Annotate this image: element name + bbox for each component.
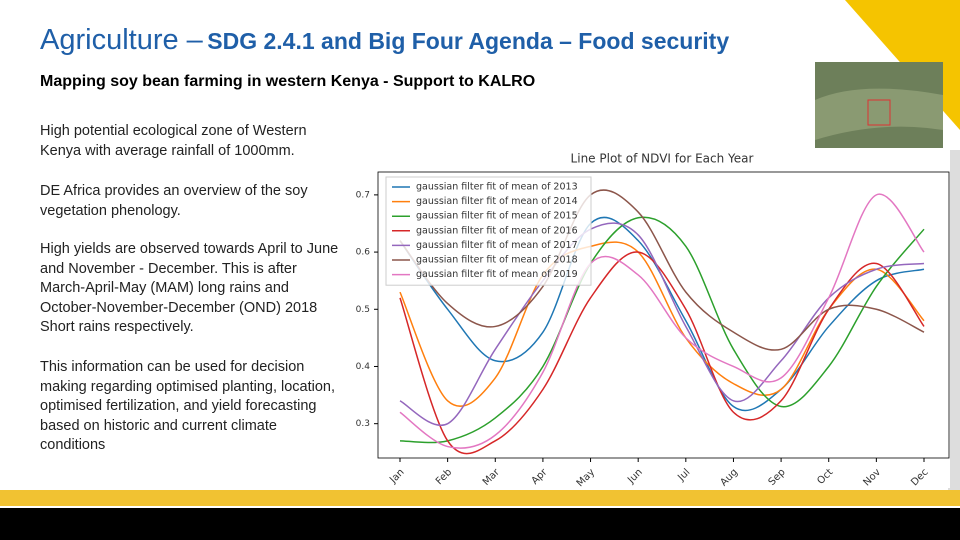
legend-label: gaussian filter fit of mean of 2014 <box>416 196 578 207</box>
side-bar <box>948 150 960 490</box>
chart: Line Plot of NDVI for Each Year 0.3 0.4 0.… <box>345 148 950 488</box>
y-tick-label: 0.5 <box>356 305 370 315</box>
line-series <box>399 189 925 351</box>
footer-bar <box>0 508 960 540</box>
y-tick-label: 0.6 <box>356 248 371 258</box>
image-highlight <box>867 99 891 126</box>
legend-label: gaussian filter fit of mean of 2018 <box>416 255 578 266</box>
title: Agriculture – SDG 2.4.1 and Big Four Age… <box>40 24 729 57</box>
line-series <box>399 216 925 444</box>
paragraph: DE Africa provides an overview of the so… <box>40 183 308 219</box>
legend-label: gaussian filter fit of mean of 2015 <box>416 211 578 222</box>
title-main: Agriculture – <box>40 24 203 56</box>
title-rest: SDG 2.4.1 and Big Four Agenda – Food sec… <box>207 28 730 54</box>
legend-label: gaussian filter fit of mean of 2016 <box>416 225 578 236</box>
subtitle: Mapping soy bean farming in western Keny… <box>40 73 536 90</box>
image-field <box>815 88 943 140</box>
paragraph: High potential ecological zone of Wester… <box>40 123 307 159</box>
plot-frame <box>377 171 950 459</box>
y-tick-label: 0.7 <box>356 190 370 200</box>
footer-stripe <box>0 490 960 506</box>
legend-label: gaussian filter fit of mean of 2017 <box>416 240 578 251</box>
legend-box <box>385 176 592 286</box>
paragraph: This information can be used for decisio… <box>40 359 336 453</box>
legend-label: gaussian filter fit of mean of 2019 <box>416 269 578 280</box>
chart-title: Line Plot of NDVI for Each Year <box>571 152 754 166</box>
y-tick-label: 0.3 <box>356 419 370 429</box>
y-tick-label: 0.4 <box>356 362 371 372</box>
legend-label: gaussian filter fit of mean of 2013 <box>416 182 578 193</box>
paragraph: High yields are observed towards April t… <box>40 241 339 335</box>
line-series <box>399 193 925 449</box>
